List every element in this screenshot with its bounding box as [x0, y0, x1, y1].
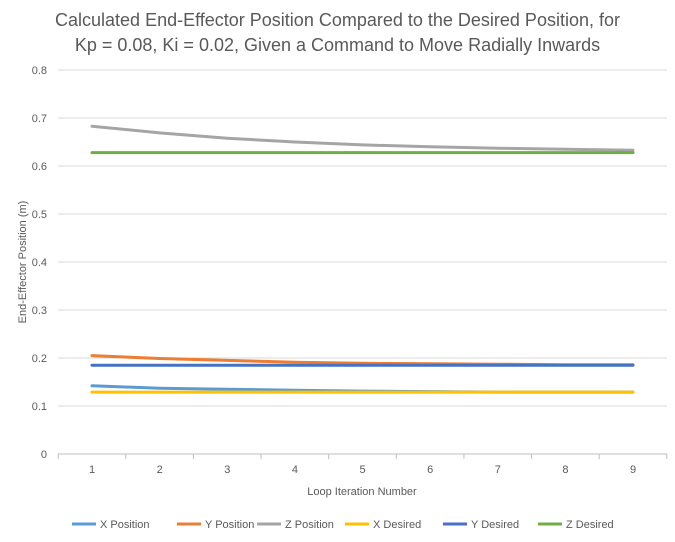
y-tick-label: 0.4 — [32, 257, 47, 269]
y-tick-label: 0.2 — [32, 353, 47, 365]
legend-label: Z Desired — [566, 519, 614, 531]
y-tick-label: 0.6 — [32, 161, 47, 173]
x-tick-label: 3 — [224, 464, 230, 476]
y-axis-label: End-Effector Position (m) — [17, 201, 29, 324]
x-tick-label: 7 — [495, 464, 501, 476]
x-tick-label: 5 — [359, 464, 365, 476]
y-tick-label: 0.8 — [32, 65, 47, 77]
x-tick-label: 9 — [630, 464, 636, 476]
y-tick-label: 0.3 — [32, 305, 47, 317]
chart-title-line-1: Calculated End-Effector Position Compare… — [55, 10, 620, 30]
series-line-z-position — [90, 124, 635, 152]
x-tick-label: 8 — [562, 464, 568, 476]
series-line-y-position — [90, 354, 635, 367]
y-tick-label: 0.1 — [32, 401, 47, 413]
legend-label: Z Position — [285, 519, 334, 531]
legend-label: X Desired — [373, 519, 421, 531]
chart-title-line-2: Kp = 0.08, Ki = 0.02, Given a Command to… — [74, 35, 601, 55]
legend-label: Y Position — [205, 519, 254, 531]
legend-label: Y Desired — [471, 519, 519, 531]
y-tick-label: 0 — [41, 449, 47, 461]
legend-label: X Position — [100, 519, 150, 531]
x-tick-label: 2 — [157, 464, 163, 476]
y-tick-label: 0.5 — [32, 209, 47, 221]
x-tick-label: 1 — [89, 464, 95, 476]
y-tick-label: 0.7 — [32, 113, 47, 125]
x-axis-label: Loop Iteration Number — [307, 486, 417, 498]
x-tick-label: 4 — [292, 464, 298, 476]
x-tick-label: 6 — [427, 464, 433, 476]
